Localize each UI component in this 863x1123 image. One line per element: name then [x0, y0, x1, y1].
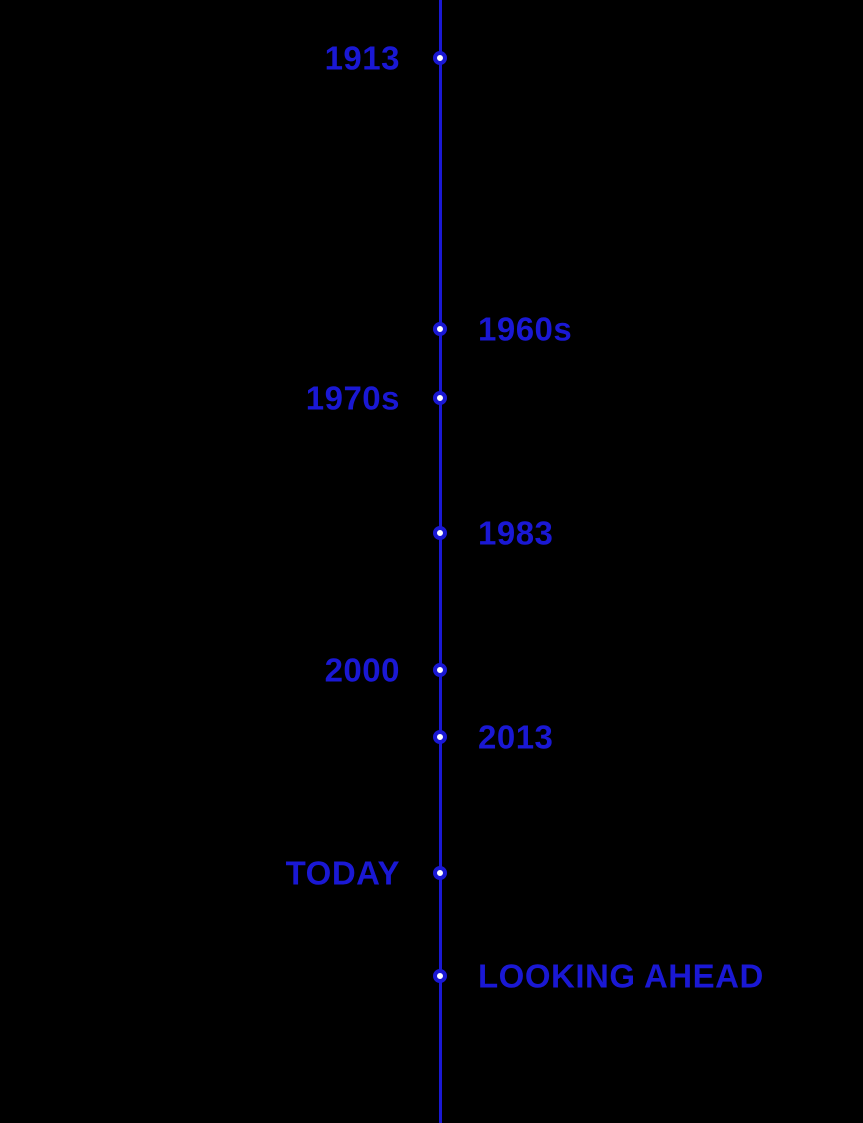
timeline-event-label: TODAY — [285, 854, 400, 892]
timeline-event-label: 1983 — [478, 514, 554, 552]
timeline-event-label: 1960s — [478, 310, 573, 348]
timeline-dot — [433, 526, 447, 540]
timeline-dot — [433, 391, 447, 405]
timeline-dot — [433, 730, 447, 744]
timeline-dot — [433, 51, 447, 65]
timeline-dot — [433, 866, 447, 880]
timeline-dot — [433, 663, 447, 677]
timeline-axis-line — [438, 0, 442, 1123]
timeline-dot — [433, 969, 447, 983]
timeline-dot — [433, 322, 447, 336]
timeline-event-label: 1970s — [305, 379, 400, 417]
timeline-event-label: 2013 — [478, 718, 554, 756]
timeline-event-label: LOOKING AHEAD — [478, 957, 764, 995]
timeline-event-label: 2000 — [324, 651, 400, 689]
timeline-event-label: 1913 — [324, 39, 400, 77]
